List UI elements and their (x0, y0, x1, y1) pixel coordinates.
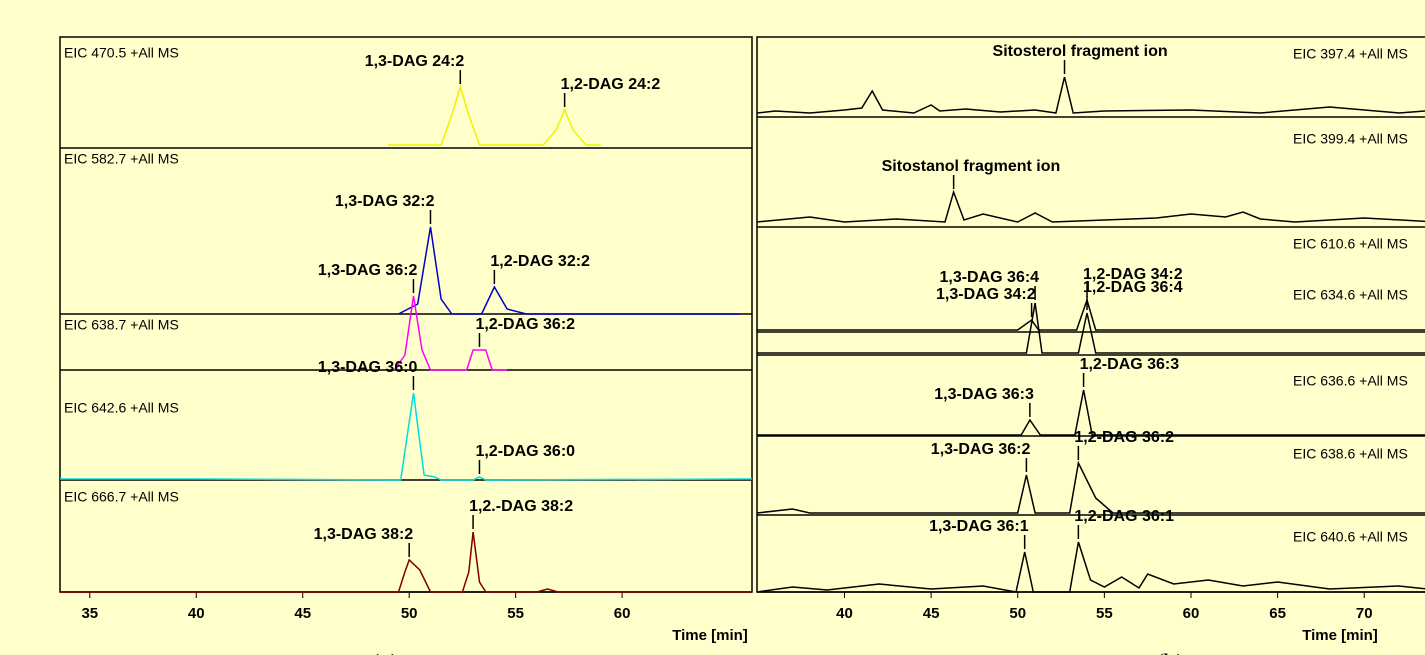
trace (60, 392, 753, 481)
annotation: 1,2-DAG 36:1 (1074, 508, 1174, 525)
annotation: 1,3-DAG 36:2 (318, 262, 418, 279)
annotation: 1,3-DAG 36:3 (934, 386, 1034, 403)
annotation: Sitosterol fragment ion (993, 43, 1168, 60)
annotation: 1,2-DAG 34:2 (1083, 266, 1183, 283)
trace (387, 84, 601, 146)
annotation: 1,2-DAG 36:2 (475, 316, 575, 333)
x-tick-label: 35 (81, 605, 98, 622)
annotation: 1,2-DAG 32:2 (490, 253, 590, 270)
trace (756, 541, 1425, 593)
trace (756, 460, 1425, 514)
annotation: 1,2-DAG 36:0 (475, 443, 575, 460)
trace-label: EIC 666.7 +All MS (64, 489, 179, 505)
x-tick-label: 40 (188, 605, 205, 622)
x-tick-label: 55 (1096, 605, 1113, 622)
x-tick-label: 55 (507, 605, 524, 622)
trace (757, 389, 1425, 436)
annotation: 1,2-DAG 36:3 (1080, 356, 1180, 373)
trace (393, 295, 508, 371)
trace (756, 189, 1425, 223)
annotation: 1,3-DAG 36:4 (939, 269, 1039, 286)
annotation: 1,2-DAG 36:2 (1074, 429, 1174, 446)
trace (398, 226, 740, 315)
trace-label: EIC 638.6 +All MS (1293, 446, 1408, 462)
trace-label: EIC 397.4 +All MS (1293, 46, 1408, 62)
trace (756, 76, 1425, 114)
annotation: 1,3-DAG 36:0 (318, 359, 418, 376)
x-tick-label: 45 (294, 605, 311, 622)
x-tick-label: 45 (923, 605, 940, 622)
trace-label: EIC 642.6 +All MS (64, 400, 179, 416)
annotation: 1,2-DAG 24:2 (561, 76, 661, 93)
trace-label: EIC 638.7 +All MS (64, 317, 179, 333)
x-tick-label: 50 (1009, 605, 1026, 622)
x-axis-label: Time [min] (1302, 627, 1378, 644)
trace-label: EIC 636.6 +All MS (1293, 373, 1408, 389)
annotation: 1,3-DAG 24:2 (365, 53, 465, 70)
annotation: 1,3-DAG 36:1 (929, 518, 1029, 535)
trace-label: EIC 634.6 +All MS (1293, 287, 1408, 303)
trace (757, 297, 1425, 331)
trace-label: EIC 640.6 +All MS (1293, 529, 1408, 545)
trace-label: EIC 470.5 +All MS (64, 45, 179, 61)
x-axis-label: Time [min] (672, 627, 748, 644)
x-tick-label: 65 (1269, 605, 1286, 622)
trace-label: EIC 610.6 +All MS (1293, 236, 1408, 252)
annotation: 1,2.-DAG 38:2 (469, 498, 573, 515)
trace (757, 302, 1425, 354)
panel-label: (b) (1155, 649, 1185, 655)
annotation: 1,2-DAG 36:4 (1083, 279, 1183, 296)
x-tick-label: 40 (836, 605, 853, 622)
panel-label: (a) (371, 649, 400, 655)
trace (60, 531, 752, 593)
annotation: Sitostanol fragment ion (882, 158, 1061, 175)
annotation: 1,3-DAG 38:2 (314, 526, 414, 543)
annotation: 1,3-DAG 32:2 (335, 193, 435, 210)
x-tick-label: 50 (401, 605, 418, 622)
x-tick-label: 60 (614, 605, 631, 622)
annotation: 1,3-DAG 34:2 (936, 286, 1036, 303)
trace-label: EIC 399.4 +All MS (1293, 131, 1408, 147)
x-tick-label: 70 (1356, 605, 1373, 622)
x-tick-label: 60 (1183, 605, 1200, 622)
trace-label: EIC 582.7 +All MS (64, 151, 179, 167)
annotation: 1,3-DAG 36:2 (931, 441, 1031, 458)
